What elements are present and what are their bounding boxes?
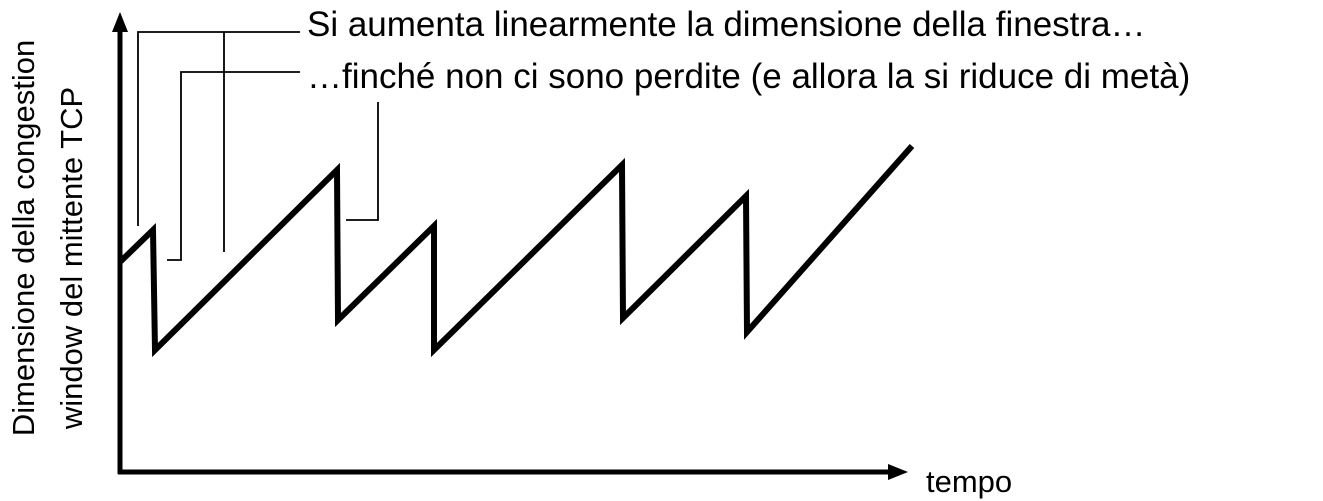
x-axis-arrowhead xyxy=(888,464,908,480)
y-axis-label-line2: window del mittente TCP xyxy=(54,87,89,430)
increase-annotation: Si aumenta linearmente la dimensione del… xyxy=(307,5,1146,44)
loss-annotation: …finché non ci sono perdite (e allora la… xyxy=(307,57,1190,96)
increase-leader-line-1 xyxy=(137,31,300,226)
loss-leader-line-1 xyxy=(167,71,300,261)
congestion-window-curve xyxy=(117,144,915,358)
x-axis-label: tempo xyxy=(926,464,1012,499)
y-axis-arrowhead xyxy=(112,12,128,32)
y-axis-label-line1: Dimensione della congestion xyxy=(6,40,41,436)
loss-leader-line-2 xyxy=(346,102,379,221)
